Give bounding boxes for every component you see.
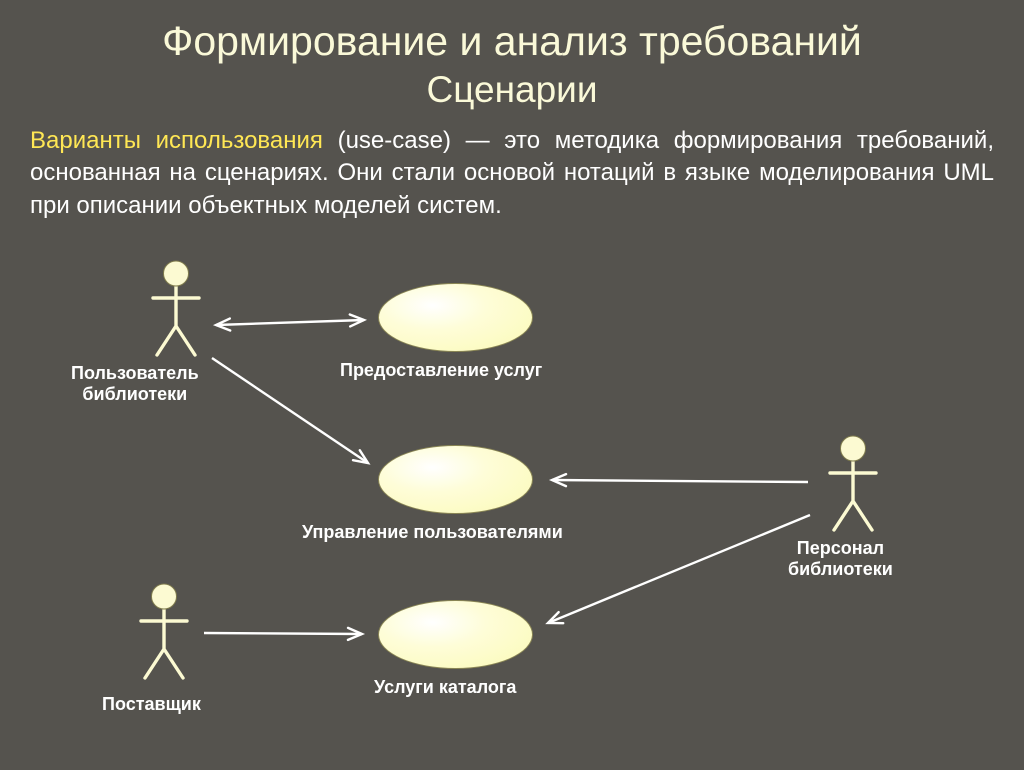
usecase-label-uc2: Управление пользователями — [302, 522, 563, 543]
stick-figure-icon — [828, 435, 878, 533]
slide-title: Формирование и анализ требований Сценари… — [0, 0, 1024, 111]
actor-supplier — [139, 583, 189, 686]
actor-label-staff: Персоналбиблиотеки — [788, 538, 893, 580]
actor-user — [151, 260, 201, 363]
edge-supplier-uc3 — [204, 628, 362, 640]
definition-paragraph: Варианты использования (use-case) — это … — [0, 111, 1024, 222]
edge-user-uc1 — [216, 314, 364, 330]
definition-highlight: Варианты использования — [30, 127, 323, 154]
actor-label-supplier: Поставщик — [102, 694, 201, 715]
usecase-uc2 — [378, 445, 533, 514]
title-line1: Формирование и анализ требований — [0, 18, 1024, 65]
actor-label-user: Пользовательбиблиотеки — [71, 363, 199, 405]
usecase-diagram: Пользовательбиблиотеки Персоналбиблиотеки… — [0, 250, 1024, 770]
usecase-uc3 — [378, 600, 533, 669]
actor-staff — [828, 435, 878, 538]
title-line2: Сценарии — [0, 69, 1024, 111]
usecase-uc1 — [378, 283, 533, 352]
edge-staff-uc3 — [548, 515, 810, 623]
usecase-label-uc3: Услуги каталога — [374, 677, 516, 698]
usecase-label-uc1: Предоставление услуг — [340, 360, 542, 381]
stick-figure-icon — [151, 260, 201, 358]
stick-figure-icon — [139, 583, 189, 681]
edge-staff-uc2 — [552, 474, 808, 486]
